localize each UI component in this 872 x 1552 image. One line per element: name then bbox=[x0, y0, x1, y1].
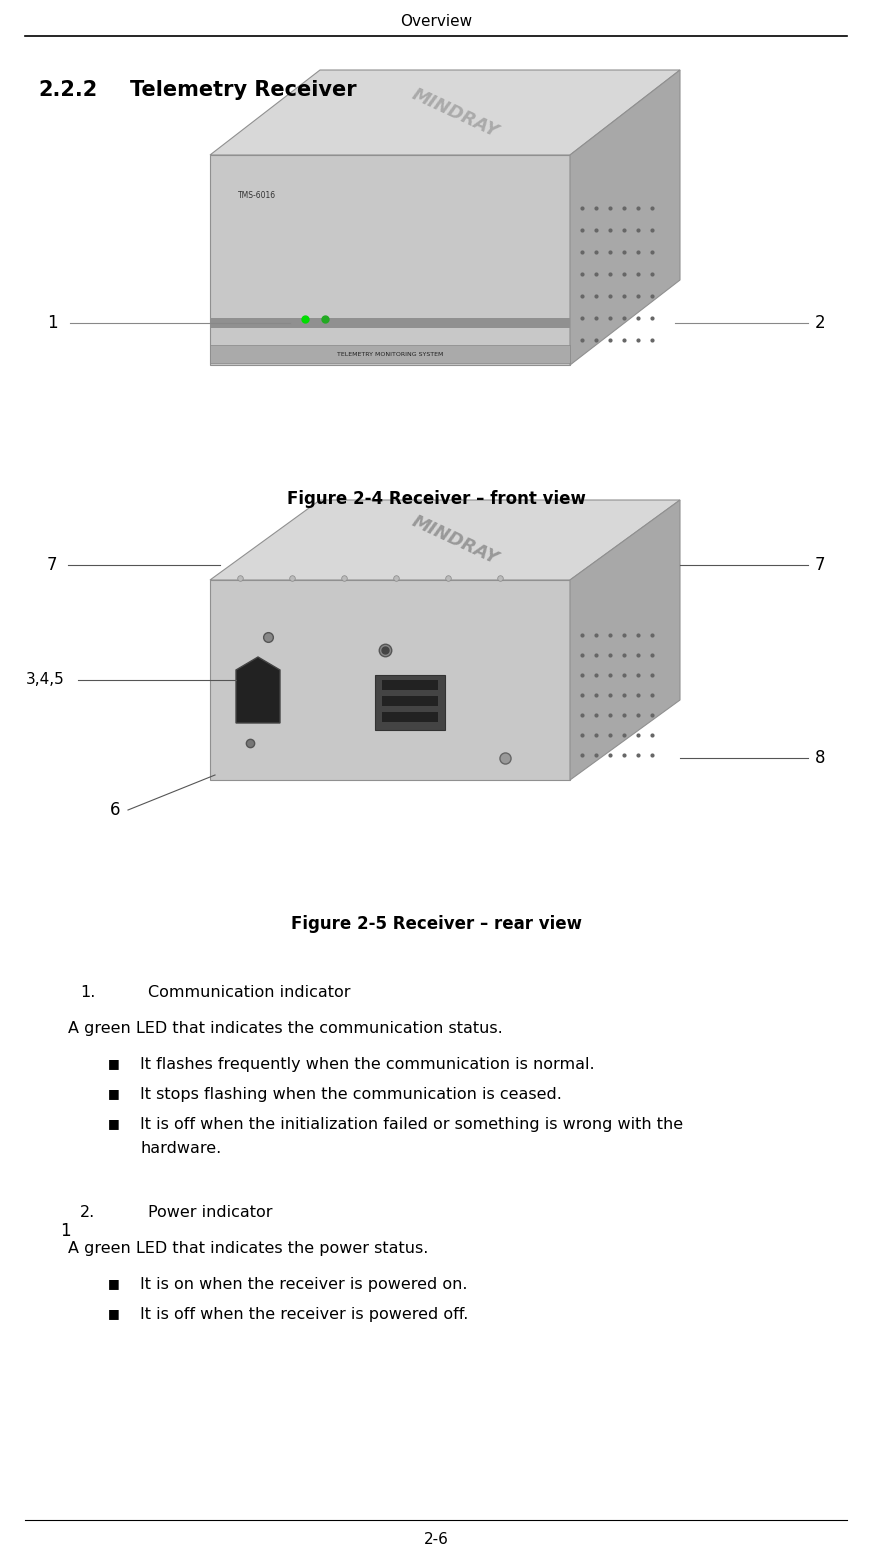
Polygon shape bbox=[210, 155, 570, 365]
Bar bbox=[210, 345, 570, 363]
Text: 3,4,5: 3,4,5 bbox=[25, 672, 65, 688]
Text: 2: 2 bbox=[814, 314, 825, 332]
Text: ■: ■ bbox=[108, 1086, 119, 1100]
Polygon shape bbox=[236, 656, 280, 723]
Text: 2-6: 2-6 bbox=[424, 1532, 448, 1547]
Bar bbox=[210, 318, 570, 327]
Text: It is off when the receiver is powered off.: It is off when the receiver is powered o… bbox=[140, 1307, 468, 1322]
Bar bbox=[382, 680, 438, 691]
Text: Telemetry Receiver: Telemetry Receiver bbox=[130, 81, 357, 99]
Bar bbox=[382, 712, 438, 722]
Text: A green LED that indicates the communication status.: A green LED that indicates the communica… bbox=[68, 1021, 503, 1037]
Polygon shape bbox=[210, 70, 680, 155]
Polygon shape bbox=[570, 70, 680, 365]
Text: A green LED that indicates the power status.: A green LED that indicates the power sta… bbox=[68, 1242, 428, 1256]
Polygon shape bbox=[210, 580, 570, 781]
Polygon shape bbox=[210, 500, 680, 580]
Text: Figure 2-4 Receiver – front view: Figure 2-4 Receiver – front view bbox=[287, 490, 585, 508]
Text: Communication indicator: Communication indicator bbox=[148, 986, 351, 999]
Text: ■: ■ bbox=[108, 1277, 119, 1290]
Text: It stops flashing when the communication is ceased.: It stops flashing when the communication… bbox=[140, 1086, 562, 1102]
Text: 2.: 2. bbox=[80, 1204, 95, 1220]
Bar bbox=[382, 695, 438, 706]
Text: It is on when the receiver is powered on.: It is on when the receiver is powered on… bbox=[140, 1277, 467, 1291]
Text: ■: ■ bbox=[108, 1057, 119, 1069]
Text: 7: 7 bbox=[814, 556, 825, 574]
Text: Overview: Overview bbox=[400, 14, 472, 29]
Polygon shape bbox=[570, 500, 680, 781]
Text: MINDRAY: MINDRAY bbox=[409, 512, 501, 568]
Text: 8: 8 bbox=[814, 750, 825, 767]
Text: Figure 2-5 Receiver – rear view: Figure 2-5 Receiver – rear view bbox=[290, 916, 582, 933]
Text: Power indicator: Power indicator bbox=[148, 1204, 272, 1220]
Text: TMS-6016: TMS-6016 bbox=[238, 191, 276, 200]
Text: 1: 1 bbox=[59, 1221, 71, 1240]
Text: 1.: 1. bbox=[80, 986, 95, 999]
Text: It flashes frequently when the communication is normal.: It flashes frequently when the communica… bbox=[140, 1057, 595, 1072]
Text: TELEMETRY MONITORING SYSTEM: TELEMETRY MONITORING SYSTEM bbox=[337, 351, 443, 357]
Bar bbox=[375, 675, 445, 729]
Text: 6: 6 bbox=[110, 801, 120, 819]
Text: ■: ■ bbox=[108, 1117, 119, 1130]
Text: MINDRAY: MINDRAY bbox=[409, 85, 501, 141]
Text: 1: 1 bbox=[47, 314, 58, 332]
Text: 7: 7 bbox=[47, 556, 58, 574]
Text: ■: ■ bbox=[108, 1307, 119, 1321]
Text: It is off when the initialization failed or something is wrong with the: It is off when the initialization failed… bbox=[140, 1117, 683, 1131]
Text: 2.2.2: 2.2.2 bbox=[38, 81, 98, 99]
Text: hardware.: hardware. bbox=[140, 1141, 221, 1156]
